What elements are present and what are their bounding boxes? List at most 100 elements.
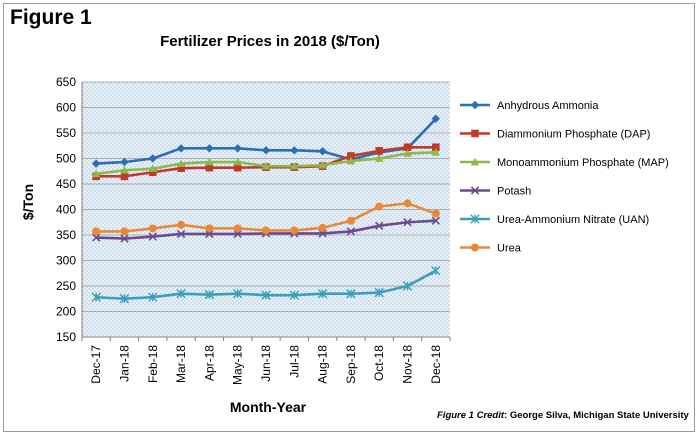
x-tick-label: Dec-17	[89, 345, 103, 384]
data-point	[233, 224, 242, 233]
data-point	[375, 154, 384, 162]
legend-entry: Urea-Ammonium Nitrate (UAN)	[460, 214, 649, 226]
data-point	[431, 114, 441, 123]
data-point	[120, 166, 129, 174]
data-point	[91, 292, 101, 302]
legend: Anhydrous Ammonia Diammonium Phosphate (D…	[460, 100, 669, 255]
credit-lead: Figure 1 Credit	[437, 410, 505, 421]
data-point	[176, 229, 186, 239]
data-point	[91, 169, 101, 178]
x-tick-label: Oct-18	[372, 345, 386, 381]
data-point	[290, 226, 299, 235]
x-tick-label: Jul-18	[287, 345, 301, 378]
y-tick-label: 200	[56, 305, 76, 319]
data-point	[148, 168, 157, 177]
data-point	[176, 159, 186, 167]
data-point	[148, 292, 158, 302]
data-point	[375, 221, 384, 230]
data-point	[432, 143, 440, 152]
y-tick-label: 150	[56, 330, 76, 344]
data-point	[346, 156, 356, 165]
data-point	[289, 290, 300, 300]
data-point	[177, 164, 185, 172]
x-tick-label: Jun-18	[259, 345, 273, 382]
y-axis-title: $/Ton	[20, 184, 36, 220]
data-point	[233, 157, 242, 166]
data-point	[403, 149, 412, 157]
y-axis-ticks: 150 200 250 300 350 400 450 500 550 600 650	[56, 75, 76, 344]
data-point	[176, 288, 186, 299]
data-point	[346, 216, 355, 225]
data-point	[205, 144, 214, 153]
data-point	[233, 163, 242, 172]
data-point	[233, 229, 242, 239]
legend-label: Diammonium Phosphate (DAP)	[497, 129, 650, 141]
data-point	[290, 161, 299, 170]
data-point	[318, 147, 327, 156]
series-urea-ammonium-nitrate-uan	[91, 266, 441, 304]
data-point	[431, 216, 441, 225]
x-axis-ticks: Dec-17 Jan-18 Feb-18 Mar-18 Apr-18 May-18 Jun-…	[81, 337, 451, 385]
series-layer	[91, 114, 441, 304]
data-point	[119, 294, 130, 304]
x-axis-title: Month-Year	[230, 399, 307, 415]
chart-title: Fertilizer Prices in 2018 ($/Ton)	[160, 33, 380, 50]
legend-label: Urea-Ammonium Nitrate (UAN)	[497, 214, 649, 226]
y-tick-label: 250	[56, 279, 76, 293]
data-point	[261, 161, 271, 170]
data-point	[92, 227, 101, 236]
x-tick-label: Apr-18	[202, 345, 216, 381]
y-tick-label: 650	[56, 75, 76, 89]
data-point	[91, 159, 101, 168]
y-tick-label: 550	[56, 126, 76, 140]
x-tick-label: Sep-18	[344, 345, 358, 384]
data-point	[205, 157, 214, 166]
data-point	[148, 154, 157, 163]
data-point	[374, 287, 384, 298]
legend-swatch-marker	[471, 129, 479, 138]
data-point	[403, 218, 412, 227]
data-point	[403, 199, 412, 208]
figure-credit: Figure 1 Credit: George Silva, Michigan …	[437, 410, 689, 421]
data-point	[290, 146, 299, 155]
data-point	[346, 227, 356, 236]
data-point	[91, 233, 101, 242]
data-point	[177, 220, 186, 229]
legend-entry: Diammonium Phosphate (DAP)	[460, 129, 650, 141]
series-monoammonium-phosphate-map	[91, 148, 441, 178]
data-point	[204, 289, 215, 300]
y-tick-label: 600	[56, 101, 76, 115]
data-point	[120, 172, 129, 181]
data-point	[317, 288, 328, 299]
data-point	[262, 226, 270, 235]
data-point	[261, 146, 271, 155]
data-point	[318, 160, 327, 169]
legend-entry: Monoammonium Phosphate (MAP)	[460, 157, 669, 169]
data-point	[347, 152, 355, 160]
credit-text: : George Silva, Michigan State Universit…	[504, 410, 689, 421]
x-tick-label: Jan-18	[117, 345, 131, 382]
data-point	[403, 143, 412, 152]
legend-swatch-marker	[470, 214, 480, 224]
data-point	[120, 234, 129, 243]
series-urea	[92, 199, 440, 236]
data-point	[176, 144, 186, 153]
data-point	[375, 202, 384, 211]
y-tick-label: 500	[56, 152, 76, 166]
data-point	[318, 229, 327, 238]
legend-entry: Urea	[460, 243, 522, 255]
data-point	[431, 148, 441, 156]
y-tick-label: 300	[56, 254, 76, 268]
x-tick-label: Dec-18	[429, 345, 443, 384]
legend-swatch-marker	[470, 157, 480, 166]
legend-swatch-marker	[471, 243, 479, 252]
data-point	[233, 144, 242, 153]
legend-label: Monoammonium Phosphate (MAP)	[497, 157, 669, 169]
data-point	[431, 266, 441, 276]
legend-label: Anhydrous Ammonia	[497, 100, 599, 112]
data-point	[205, 229, 214, 239]
data-point	[318, 223, 327, 232]
data-point	[232, 288, 243, 299]
x-tick-label: Nov-18	[401, 345, 415, 384]
